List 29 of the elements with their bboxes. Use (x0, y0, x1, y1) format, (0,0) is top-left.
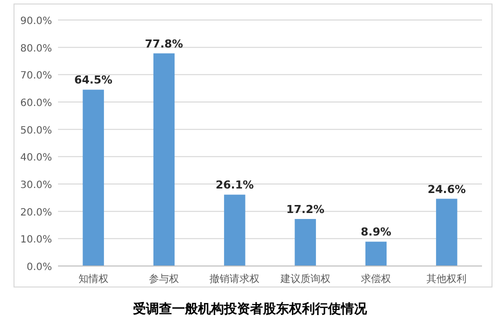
data-label: 8.9% (360, 226, 392, 239)
y-tick-label: 30.0% (20, 180, 52, 191)
data-label: 24.6% (428, 182, 466, 196)
y-tick-label: 20.0% (20, 207, 52, 218)
y-tick-label: 70.0% (20, 70, 52, 82)
x-tick-label: 知情权 (78, 273, 108, 285)
y-tick-label: 90.0% (20, 16, 52, 27)
data-label: 26.1% (216, 178, 254, 192)
bar (294, 218, 316, 266)
bar (153, 53, 175, 266)
x-tick-label: 参与权 (149, 273, 179, 285)
x-tick-label: 建议质询权 (279, 273, 330, 285)
y-tick-label: 10.0% (20, 234, 52, 246)
data-label: 17.2% (286, 202, 324, 216)
bar (365, 242, 387, 266)
y-tick-label: 40.0% (20, 152, 52, 164)
text: 受调查一般机构投资者股东权利行使情况 (132, 301, 368, 317)
x-tick-label: 其他权利 (426, 273, 467, 285)
bar (436, 198, 458, 266)
y-tick-label: 80.0% (20, 43, 52, 54)
data-label: 64.5% (74, 74, 112, 87)
bar (82, 90, 104, 266)
data-label: 77.8% (144, 37, 184, 50)
x-tick-label: 求偿权 (361, 273, 391, 285)
bar (224, 194, 246, 266)
y-tick-label: 0.0% (26, 262, 52, 273)
y-tick-label: 50.0% (20, 125, 52, 136)
y-tick-label: 60.0% (20, 98, 52, 109)
x-tick-label: 撤销请求权 (210, 273, 260, 285)
